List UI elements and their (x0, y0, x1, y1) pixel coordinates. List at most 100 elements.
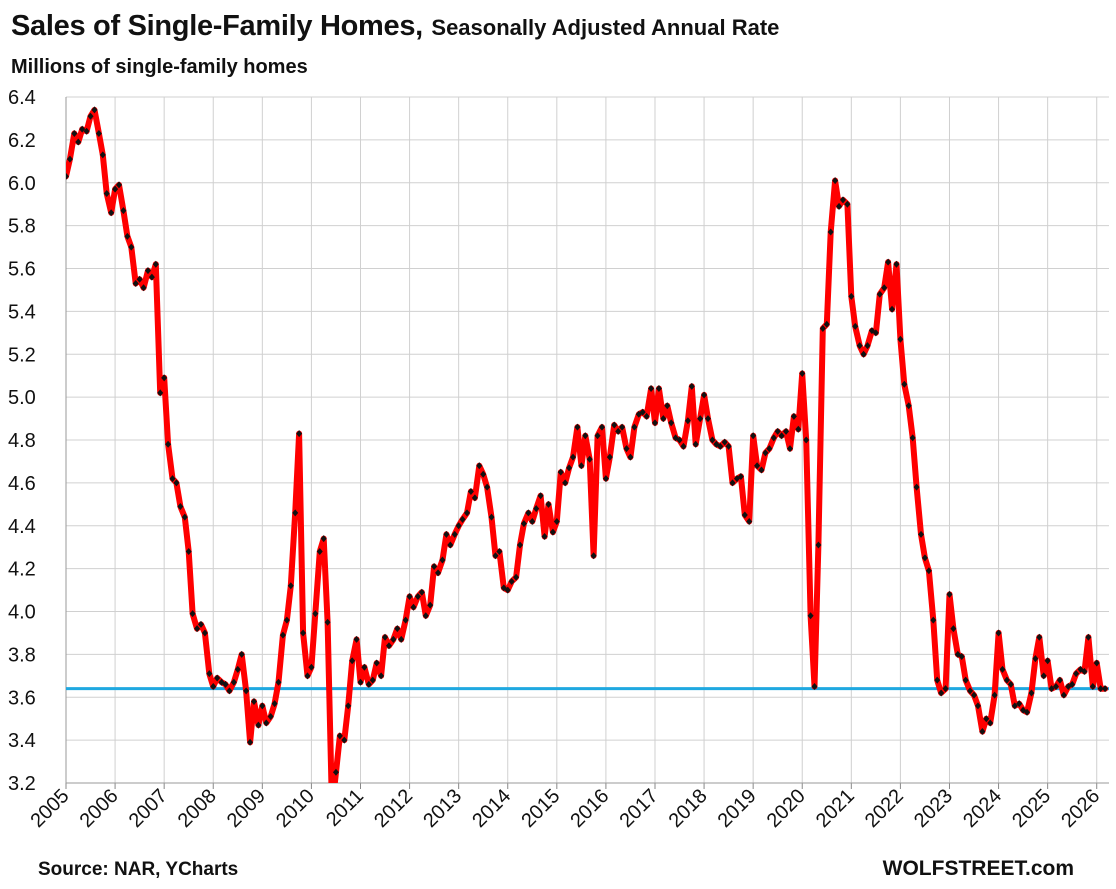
data-point-marker (901, 380, 908, 388)
data-point-marker (709, 436, 716, 444)
data-point-marker (717, 442, 724, 450)
data-point-marker (525, 509, 532, 517)
data-point-marker (974, 702, 981, 710)
x-tick-label: 2007 (125, 785, 172, 832)
data-point-marker (455, 522, 462, 530)
data-point-marker (296, 430, 303, 438)
data-point-marker (324, 618, 331, 626)
data-point-marker (885, 258, 892, 266)
data-point-marker (1048, 685, 1055, 693)
data-point-marker (312, 610, 319, 618)
data-point-marker (66, 172, 69, 180)
data-point-marker (774, 427, 781, 435)
data-point-marker (103, 189, 110, 197)
data-point-marker (402, 616, 409, 624)
data-point-marker (832, 177, 839, 185)
data-point-marker (803, 436, 810, 444)
data-point-marker (909, 434, 916, 442)
data-point-marker (369, 676, 376, 684)
data-point-marker (373, 659, 380, 667)
data-point-marker (741, 511, 748, 519)
data-point-marker (688, 382, 695, 390)
data-point-marker (157, 389, 164, 397)
data-point-marker (279, 631, 286, 639)
data-point-marker (431, 562, 438, 570)
data-point-marker (275, 678, 282, 686)
series-group (66, 106, 1109, 783)
data-point-marker (692, 440, 699, 448)
data-point-marker (197, 620, 204, 628)
y-tick-label: 3.4 (8, 730, 36, 752)
data-point-marker (790, 412, 797, 420)
data-point-marker (128, 243, 135, 251)
data-point-marker (83, 127, 90, 135)
x-tick-label: 2012 (370, 785, 417, 832)
data-point-marker (447, 541, 454, 549)
data-point-marker (513, 573, 520, 581)
data-point-marker (99, 151, 106, 159)
x-tick-label: 2018 (665, 785, 712, 832)
x-tick-label: 2024 (959, 785, 1006, 832)
data-point-marker (238, 650, 245, 658)
data-point-marker (967, 687, 974, 695)
data-point-marker (950, 625, 957, 633)
data-point-marker (439, 556, 446, 564)
data-point-marker (410, 603, 417, 611)
data-point-marker (676, 436, 683, 444)
data-point-marker (938, 689, 945, 697)
y-tick-label: 4.2 (8, 559, 36, 581)
data-point-marker (480, 470, 487, 478)
data-point-marker (124, 232, 131, 240)
data-point-marker (1085, 633, 1092, 641)
x-tick-label: 2026 (1057, 785, 1104, 832)
y-tick-label: 6.0 (8, 173, 36, 195)
brand-watermark: WOLFSTREET.com (882, 857, 1074, 880)
data-point-marker (570, 453, 577, 461)
data-point-marker (930, 616, 937, 624)
data-point-marker (201, 629, 208, 637)
data-point-marker (120, 207, 127, 215)
data-point-marker (341, 736, 348, 744)
data-point-marker (144, 267, 151, 275)
data-point-marker (995, 629, 1002, 637)
data-point-marker (881, 284, 888, 292)
data-point-marker (557, 468, 564, 476)
data-point-marker (283, 616, 290, 624)
data-point-marker (582, 432, 589, 440)
data-point-marker (422, 612, 429, 620)
data-point-marker (979, 728, 986, 736)
data-point-marker (1052, 683, 1059, 691)
data-point-marker (578, 462, 585, 470)
data-point-marker (148, 273, 155, 281)
data-point-marker (566, 464, 573, 472)
data-point-marker (1102, 685, 1109, 693)
data-point-marker (1040, 672, 1047, 680)
data-point-marker (222, 680, 229, 688)
data-point-marker (1036, 633, 1043, 641)
x-tick-label: 2017 (616, 785, 663, 832)
data-point-marker (471, 494, 478, 502)
data-point-marker (1011, 702, 1018, 710)
data-point-marker (987, 719, 994, 727)
data-point-marker (729, 479, 736, 487)
data-point-marker (848, 292, 855, 300)
data-point-marker (889, 305, 896, 313)
data-point-marker (271, 700, 278, 708)
x-tick-label: 2006 (76, 785, 123, 832)
data-point-marker (668, 419, 675, 427)
x-tick-label: 2009 (223, 785, 270, 832)
data-point-marker (194, 625, 201, 633)
data-point-marker (1089, 683, 1096, 691)
data-point-marker (697, 415, 704, 423)
data-point-marker (332, 768, 339, 776)
data-point-marker (382, 633, 389, 641)
data-point-marker (467, 487, 474, 495)
data-point-marker (1032, 655, 1039, 663)
data-point-marker (108, 209, 115, 217)
data-point-marker (754, 462, 761, 470)
x-tick-label: 2022 (861, 785, 908, 832)
data-point-marker (398, 635, 405, 643)
data-point-marker (243, 687, 250, 695)
data-point-marker (259, 702, 266, 710)
